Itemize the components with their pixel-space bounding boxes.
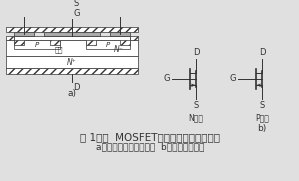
Bar: [130, 36, 138, 40]
Bar: [14, 32, 34, 36]
Text: S: S: [259, 102, 265, 110]
Text: G: G: [74, 9, 80, 18]
Text: N沟道: N沟道: [188, 113, 204, 122]
Text: D: D: [73, 83, 80, 92]
Bar: [6, 56, 138, 68]
Text: N⁺: N⁺: [67, 58, 77, 67]
Bar: [120, 39, 130, 45]
Text: P: P: [106, 42, 110, 48]
Bar: [86, 40, 130, 49]
Bar: [6, 40, 138, 56]
Text: a）内部结构断面示意图  b）电气图形符号: a）内部结构断面示意图 b）电气图形符号: [96, 142, 204, 151]
Bar: [6, 36, 14, 40]
Text: G: G: [230, 74, 236, 83]
Bar: [14, 40, 60, 49]
Text: G: G: [164, 74, 170, 83]
Text: P沟道: P沟道: [255, 113, 269, 122]
Bar: [6, 26, 138, 32]
Bar: [6, 68, 138, 74]
Bar: [14, 36, 130, 40]
Text: S: S: [193, 102, 199, 110]
Bar: [14, 39, 24, 45]
Text: S: S: [74, 0, 79, 8]
Bar: [50, 39, 60, 45]
Text: 图 1功率  MOSFET的结构和电气图形符号: 图 1功率 MOSFET的结构和电气图形符号: [80, 132, 220, 142]
Text: 沟道: 沟道: [54, 47, 63, 53]
Bar: [110, 32, 130, 36]
Bar: [86, 39, 96, 45]
Text: a): a): [68, 89, 77, 98]
Text: N⁻: N⁻: [113, 45, 123, 54]
Text: b): b): [257, 124, 267, 133]
Text: D: D: [193, 48, 199, 57]
Bar: [44, 32, 100, 36]
Text: P: P: [35, 42, 39, 48]
Text: D: D: [259, 48, 265, 57]
